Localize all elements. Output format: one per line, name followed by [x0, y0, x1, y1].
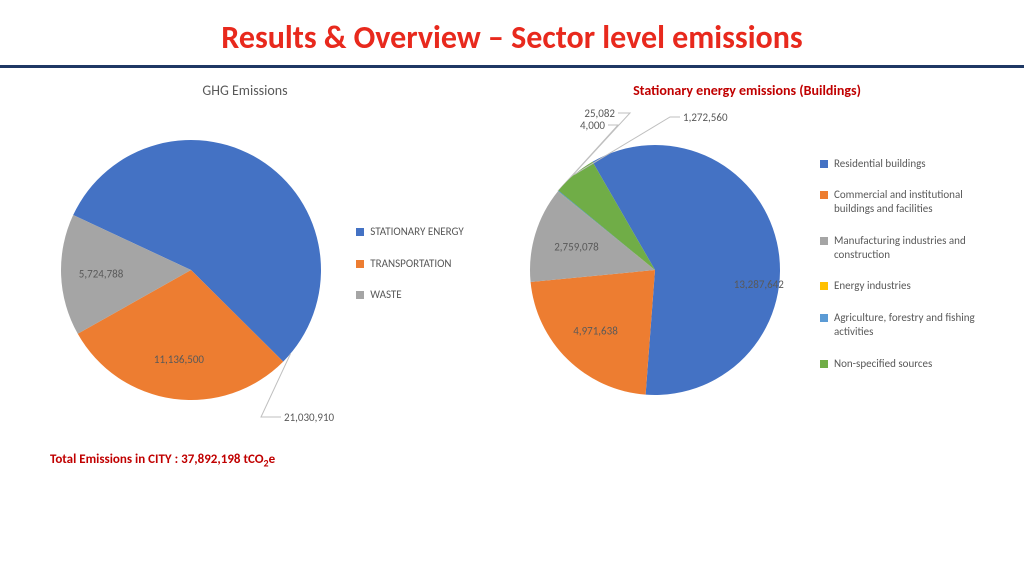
legend-right: Residential buildings Commercial and inst…	[820, 157, 1004, 389]
slice-value-label: 11,136,500	[154, 353, 205, 366]
legend-swatch	[820, 314, 828, 322]
slice-value-label: 25,082	[584, 107, 615, 120]
legend-swatch	[820, 191, 828, 199]
legend-label: Manufacturing industries and constructio…	[834, 234, 1004, 262]
slice-value-label: 21,030,910	[284, 411, 335, 424]
legend-label: Agriculture, forestry and fishing activi…	[834, 311, 1004, 339]
pie-right-wrap: 13,287,642 4,971,638 2,759,078 4,00025,082 1…	[490, 105, 820, 440]
legend-label: Energy industries	[834, 279, 911, 293]
legend-item: Energy industries	[820, 279, 1004, 293]
total-emissions-text: Total Emissions in CITY : 37,892,198 tCO	[50, 452, 264, 467]
legend-label: WASTE	[370, 288, 401, 302]
slice-value-label: 4,000	[580, 119, 605, 132]
pie-right-svg: 13,287,642 4,971,638 2,759,078 4,00025,082 1…	[490, 105, 820, 435]
pie-left-svg: 21,030,910 11,136,500 5,724,788	[26, 105, 356, 435]
total-emissions-suffix: e	[269, 452, 276, 467]
pie-left-wrap: 21,030,910 11,136,500 5,724,788	[26, 105, 356, 440]
legend-item: WASTE	[356, 288, 463, 302]
legend-swatch	[356, 260, 364, 268]
legend-swatch	[356, 228, 364, 236]
legend-item: Non-specified sources	[820, 357, 1004, 371]
legend-label: TRANSPORTATION	[370, 257, 451, 271]
slice-value-label: 4,971,638	[573, 325, 618, 338]
charts-row: GHG Emissions 21,030,910 11,136,500 5,724,…	[0, 78, 1024, 470]
legend-swatch	[820, 160, 828, 168]
legend-item: TRANSPORTATION	[356, 257, 463, 271]
legend-swatch	[820, 282, 828, 290]
slice-value-label: 1,272,560	[683, 111, 728, 124]
legend-label: Non-specified sources	[834, 357, 932, 371]
legend-item: Commercial and institutional buildings a…	[820, 188, 1004, 216]
chart-right: Stationary energy emissions (Buildings) …	[480, 78, 1014, 470]
chart-right-title: Stationary energy emissions (Buildings)	[633, 82, 861, 99]
chart-left: GHG Emissions 21,030,910 11,136,500 5,724,…	[10, 78, 480, 470]
legend-left: STATIONARY ENERGY TRANSPORTATION WASTE	[356, 225, 463, 320]
legend-label: Residential buildings	[834, 157, 926, 171]
page-title: Results & Overview – Sector level emissi…	[0, 18, 1024, 57]
legend-label: Commercial and institutional buildings a…	[834, 188, 1004, 216]
legend-swatch	[820, 360, 828, 368]
legend-swatch	[820, 237, 828, 245]
legend-swatch	[356, 291, 364, 299]
legend-label: STATIONARY ENERGY	[370, 225, 463, 239]
title-divider	[0, 65, 1024, 68]
legend-item: Residential buildings	[820, 157, 1004, 171]
legend-item: STATIONARY ENERGY	[356, 225, 463, 239]
chart-left-body: 21,030,910 11,136,500 5,724,788 STATIONARY…	[26, 105, 463, 440]
legend-item: Agriculture, forestry and fishing activi…	[820, 311, 1004, 339]
slice-value-label: 2,759,078	[554, 240, 599, 253]
total-emissions-line: Total Emissions in CITY : 37,892,198 tCO…	[10, 452, 275, 470]
chart-right-body: 13,287,642 4,971,638 2,759,078 4,00025,082 1…	[490, 105, 1004, 440]
slice-value-label: 5,724,788	[79, 267, 124, 280]
legend-item: Manufacturing industries and constructio…	[820, 234, 1004, 262]
chart-left-title: GHG Emissions	[202, 82, 287, 99]
slice-value-label: 13,287,642	[734, 278, 785, 291]
